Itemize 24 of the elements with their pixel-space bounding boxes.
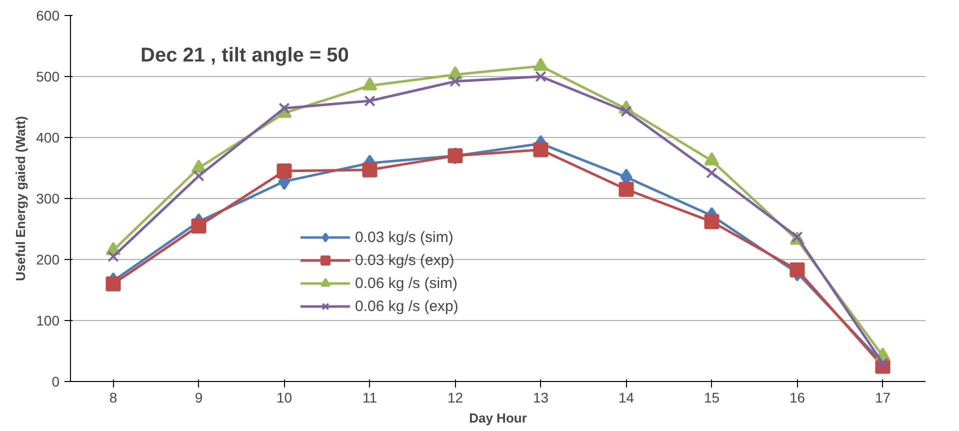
- y-tick-label: 100: [36, 312, 60, 328]
- legend-label: 0.06 kg /s (sim): [355, 274, 458, 292]
- y-tick-label: 200: [36, 252, 60, 268]
- x-tick-label: 12: [447, 390, 464, 406]
- y-tick-label: 600: [36, 8, 60, 24]
- legend-label: 0.06 kg /s (exp): [355, 298, 458, 314]
- x-tick-label: 11: [362, 390, 378, 406]
- y-tick-label: 0: [52, 374, 60, 390]
- text: Dec 21 , tilt angle = 50: [140, 44, 349, 66]
- x-axis-title: Day Hour: [469, 410, 527, 426]
- x-tick-label: 14: [618, 390, 634, 406]
- legend-label: 0.03 kg/s (sim): [355, 228, 454, 246]
- x-tick-label: 8: [109, 390, 118, 406]
- x-tick-label: 13: [532, 390, 549, 406]
- x-tick-label: 9: [194, 390, 203, 406]
- y-tick-label: 500: [36, 68, 60, 84]
- x-tick-label: 10: [276, 390, 292, 406]
- x-tick-label: 15: [704, 390, 720, 406]
- x-tick-label: 16: [789, 390, 806, 406]
- y-tick-label: 300: [36, 190, 60, 206]
- x-tick-label: 17: [874, 390, 891, 406]
- y-tick-label: 400: [36, 130, 60, 146]
- legend-label: 0.03 kg/s (exp): [355, 252, 454, 268]
- y-axis-title: Useful Energy gaied (Watt): [13, 116, 28, 281]
